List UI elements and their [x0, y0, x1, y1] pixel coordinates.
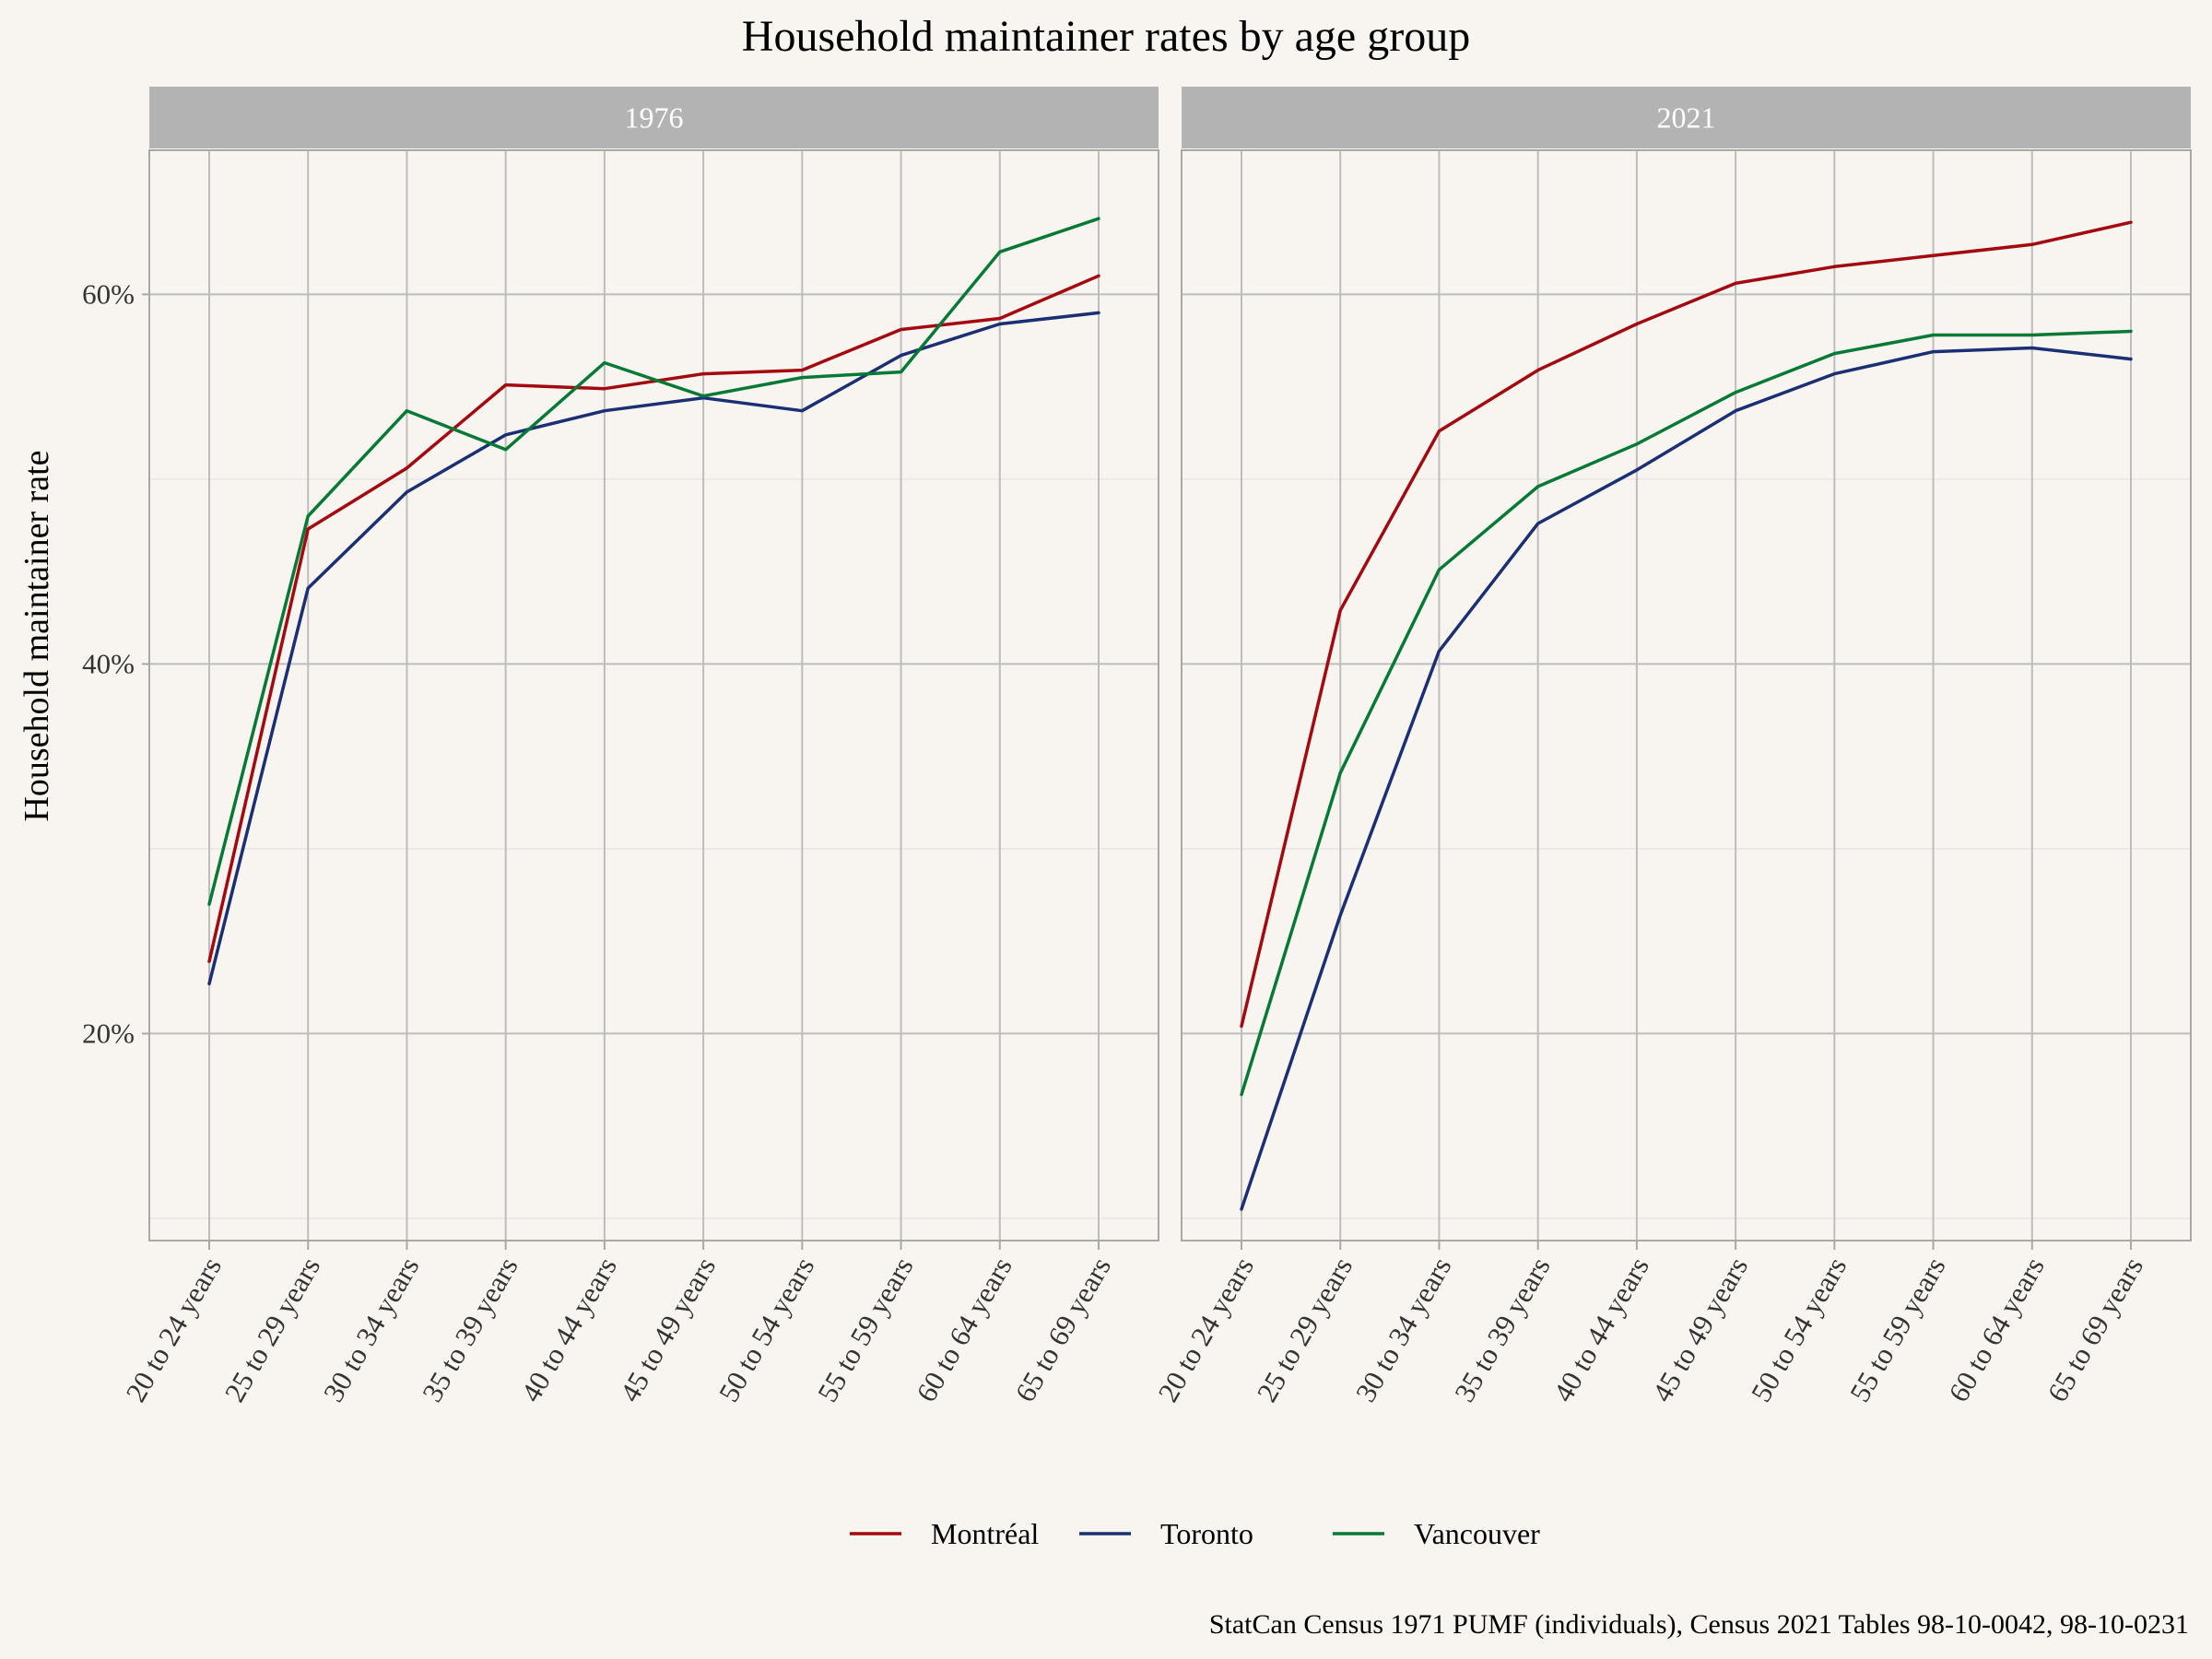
x-tick-label: 50 to 54 years [712, 1252, 821, 1407]
x-tick-label: 20 to 24 years [119, 1252, 228, 1407]
chart-caption: StatCan Census 1971 PUMF (individuals), … [1209, 1609, 2189, 1640]
x-tick-label: 40 to 44 years [514, 1252, 623, 1407]
x-tick-label: 65 to 69 years [2041, 1252, 2149, 1407]
panel-border [148, 149, 1159, 1241]
x-tick-label: 30 to 34 years [317, 1252, 426, 1407]
series-line-toronto [1240, 346, 2133, 1211]
series-line-montral [1240, 220, 2133, 1029]
facet-strip-label: 2021 [1657, 101, 1716, 135]
panel-border [1181, 149, 2192, 1241]
x-tick-label: 45 to 49 years [613, 1252, 722, 1407]
y-axis-label: Household maintainer rate [18, 450, 56, 821]
legend-item: Toronto [1079, 1517, 1253, 1550]
y-tick-label: 40% [82, 647, 135, 679]
series-line-vancouver [1240, 329, 2133, 1097]
x-tick-label: 20 to 24 years [1151, 1252, 1260, 1407]
facet-strip [149, 87, 1159, 148]
x-tick-label: 60 to 64 years [1942, 1252, 2051, 1407]
facet-strip [1182, 87, 2191, 148]
legend-label: Toronto [1160, 1517, 1253, 1550]
x-tick-label: 35 to 39 years [1448, 1252, 1557, 1407]
x-tick-label: 30 to 34 years [1349, 1252, 1458, 1407]
series-line-vancouver [207, 217, 1100, 906]
series-line-toronto [207, 311, 1100, 986]
x-tick-label: 40 to 44 years [1547, 1252, 1655, 1407]
x-tick-label: 25 to 29 years [218, 1252, 327, 1407]
legend-item: Montréal [850, 1517, 1039, 1550]
x-tick-label: 25 to 29 years [1251, 1252, 1359, 1407]
legend-item: Vancouver [1333, 1517, 1540, 1550]
chart-title: Household maintainer rates by age group [742, 12, 1470, 61]
x-tick-label: 55 to 59 years [1843, 1252, 1952, 1407]
x-tick-label: 45 to 49 years [1645, 1252, 1754, 1407]
x-tick-label: 35 to 39 years [416, 1252, 524, 1407]
x-tick-label: 55 to 59 years [811, 1252, 920, 1407]
legend: Montréal Toronto Vancouver [850, 1517, 1540, 1550]
legend-label: Montréal [931, 1517, 1039, 1550]
x-tick-label: 50 to 54 years [1745, 1252, 1853, 1407]
x-tick-label: 60 to 64 years [910, 1252, 1018, 1407]
facet-strip-label: 1976 [625, 101, 684, 135]
x-tick-label: 65 to 69 years [1008, 1252, 1117, 1407]
series-line-montral [207, 274, 1100, 963]
y-tick-label: 20% [82, 1017, 135, 1049]
y-tick-label: 60% [82, 277, 135, 310]
legend-label: Vancouver [1414, 1517, 1540, 1550]
